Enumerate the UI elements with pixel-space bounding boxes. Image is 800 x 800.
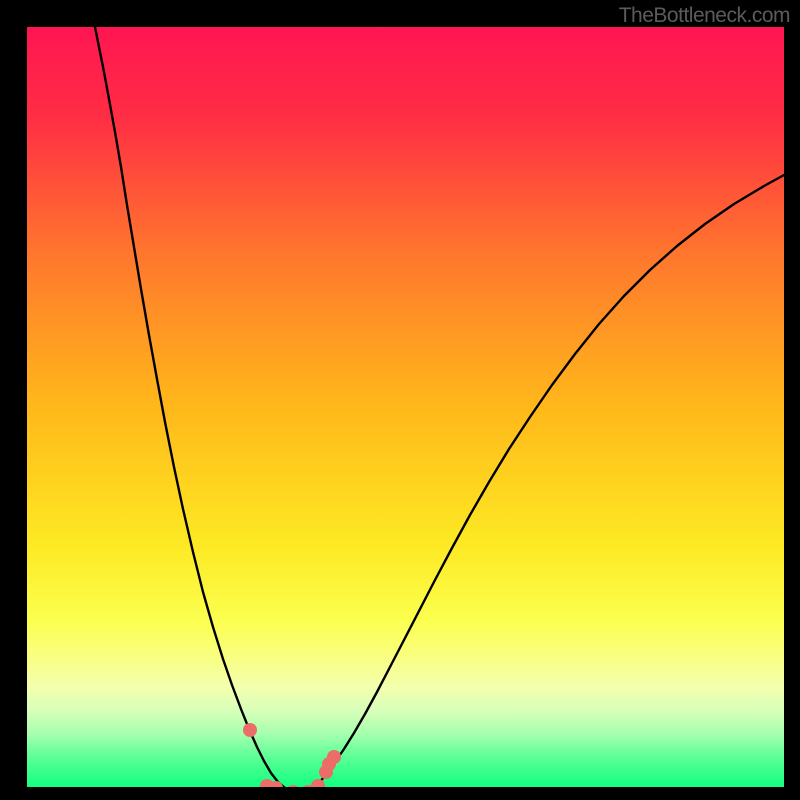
- bottleneck-chart: [27, 27, 784, 787]
- chart-frame: TheBottleneck.com: [0, 0, 800, 800]
- marker-point: [327, 750, 341, 764]
- attribution-text: TheBottleneck.com: [619, 4, 790, 28]
- marker-point: [243, 723, 257, 737]
- gradient-background: [27, 27, 784, 787]
